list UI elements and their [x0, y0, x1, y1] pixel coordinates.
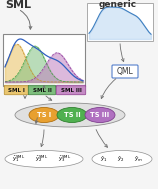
FancyBboxPatch shape [4, 85, 29, 95]
FancyBboxPatch shape [28, 85, 56, 95]
Ellipse shape [85, 108, 115, 122]
Ellipse shape [5, 150, 83, 167]
Text: SML: SML [5, 0, 31, 10]
Ellipse shape [57, 108, 87, 122]
Text: SML II: SML II [33, 88, 52, 92]
Text: $\hat{y}_2$: $\hat{y}_2$ [117, 154, 125, 164]
Ellipse shape [29, 108, 59, 122]
Ellipse shape [92, 150, 152, 167]
Text: $\hat{y}_m$: $\hat{y}_m$ [134, 154, 143, 164]
Text: generic: generic [99, 0, 137, 9]
Text: $\hat{y}_1$: $\hat{y}_1$ [100, 154, 108, 164]
Text: $\hat{y}_2^{\rm SML}$: $\hat{y}_2^{\rm SML}$ [35, 154, 49, 164]
FancyBboxPatch shape [87, 3, 153, 41]
FancyBboxPatch shape [56, 85, 86, 95]
Text: QML: QML [117, 67, 133, 76]
Text: $\hat{y}_3^{\rm SML}$: $\hat{y}_3^{\rm SML}$ [58, 154, 72, 164]
Text: $\hat{y}_1^{\rm SML}$: $\hat{y}_1^{\rm SML}$ [12, 154, 26, 164]
Ellipse shape [15, 103, 125, 127]
Text: SML I: SML I [8, 88, 25, 92]
Text: SML III: SML III [61, 88, 81, 92]
Text: TS I: TS I [37, 112, 51, 118]
FancyBboxPatch shape [112, 65, 138, 78]
Text: TS III: TS III [90, 112, 110, 118]
FancyBboxPatch shape [3, 34, 85, 86]
Text: TS II: TS II [64, 112, 80, 118]
